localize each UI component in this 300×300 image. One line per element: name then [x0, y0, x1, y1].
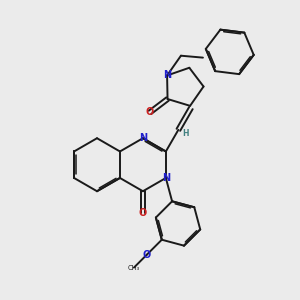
Text: N: N	[139, 133, 147, 143]
Text: N: N	[163, 70, 171, 80]
Text: H: H	[182, 129, 189, 138]
Text: O: O	[146, 107, 154, 117]
Text: O: O	[139, 208, 147, 218]
Text: CH₃: CH₃	[128, 265, 140, 271]
Text: O: O	[143, 250, 151, 260]
Text: N: N	[162, 173, 170, 183]
